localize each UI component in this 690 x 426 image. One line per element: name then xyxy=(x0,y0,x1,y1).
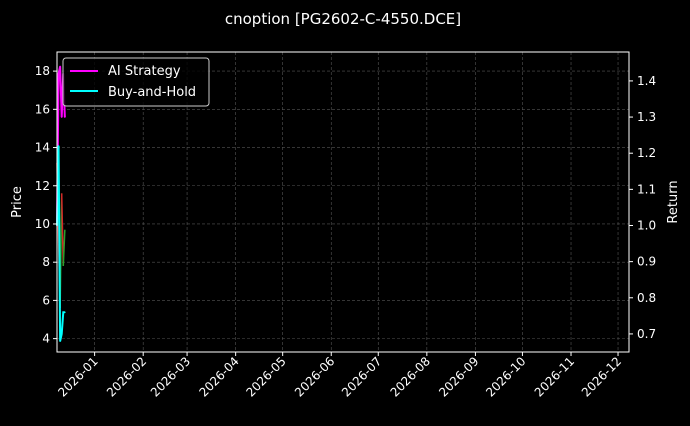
series-point xyxy=(57,145,60,147)
y2-tick-label: 1.1 xyxy=(637,182,656,196)
y2-axis-label: Return xyxy=(666,180,681,223)
y-tick-label: 18 xyxy=(35,64,50,78)
y2-tick-label: 1.0 xyxy=(637,218,656,232)
y-tick-label: 8 xyxy=(42,255,50,269)
legend-label-buy-and-hold: Buy-and-Hold xyxy=(108,85,196,100)
price-segment xyxy=(62,229,66,267)
series-point xyxy=(60,333,63,335)
series-point xyxy=(59,340,61,342)
series-point xyxy=(64,116,66,118)
y-tick-label: 12 xyxy=(35,179,50,193)
y2-tick-label: 0.7 xyxy=(637,327,656,341)
series-point xyxy=(60,116,63,118)
price-segment xyxy=(60,193,65,267)
series-point xyxy=(64,311,66,314)
plot-frame xyxy=(56,51,630,353)
chart-title: cnoption [PG2602-C-4550.DCE] xyxy=(225,10,461,28)
y-tick-label: 16 xyxy=(35,102,50,116)
y2-tick-label: 0.8 xyxy=(637,291,656,305)
y2-tick-label: 0.9 xyxy=(637,255,656,269)
legend: AI Strategy Buy-and-Hold xyxy=(62,57,210,107)
series-point xyxy=(57,72,60,75)
series-point xyxy=(62,311,65,314)
y-tick-label: 10 xyxy=(35,217,50,231)
y-tick-label: 4 xyxy=(42,332,50,346)
y2-tick-label: 1.3 xyxy=(637,110,656,124)
series-point xyxy=(59,65,61,68)
y-tick-label: 6 xyxy=(42,293,50,307)
y2-tick-label: 1.2 xyxy=(637,146,656,160)
y-tick-label: 14 xyxy=(35,141,50,155)
y2-tick-label: 1.4 xyxy=(637,74,656,88)
legend-label-ai-strategy: AI Strategy xyxy=(108,64,181,79)
y-axis-label: Price xyxy=(10,186,25,218)
